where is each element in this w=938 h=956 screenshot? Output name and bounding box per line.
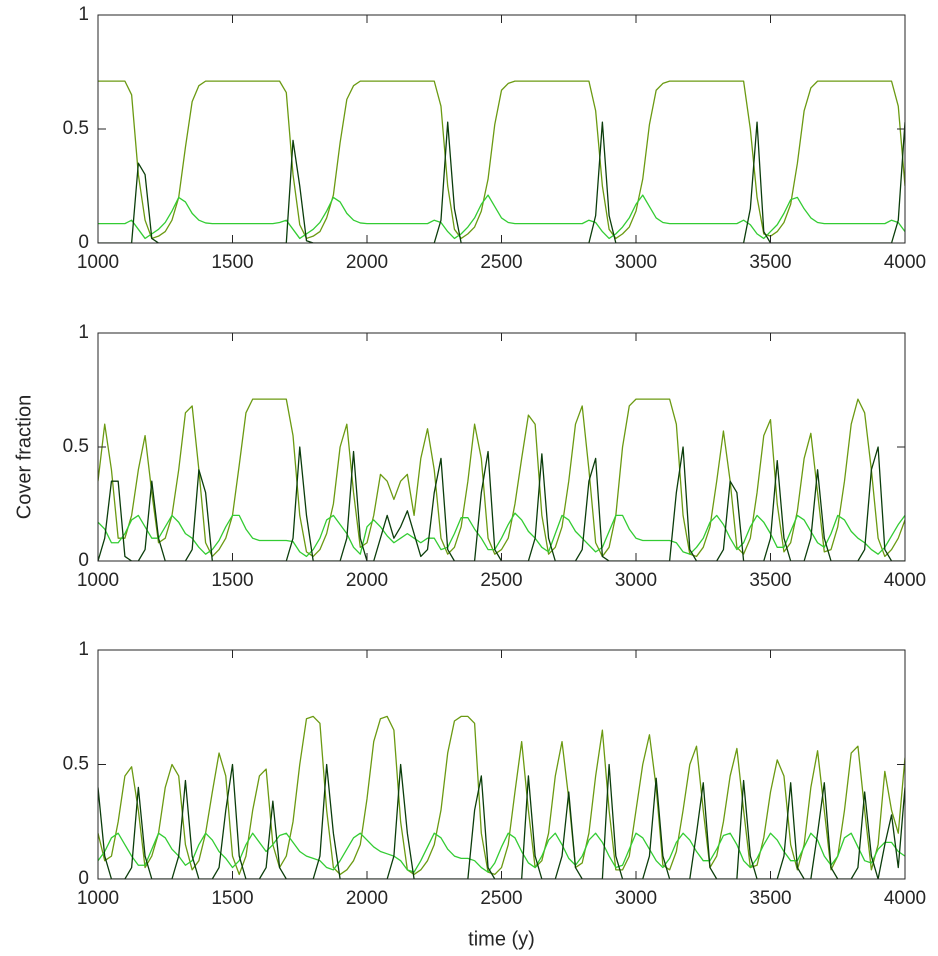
y-tick-label: 0.5	[63, 118, 89, 139]
series-line	[98, 832, 905, 873]
series-line	[98, 80, 905, 240]
series-line	[98, 121, 905, 243]
y-tick-label: 1	[78, 322, 89, 343]
x-tick-label: 4000	[884, 888, 926, 909]
x-tick-label: 2500	[480, 252, 522, 273]
x-tick-label: 2500	[480, 570, 522, 591]
y-tick-label: 0	[78, 232, 89, 253]
x-axis-label: time (y)	[468, 928, 535, 950]
x-tick-label: 1500	[211, 252, 253, 273]
subplot: 0 0.5 1 1000 1500 2000 2500 3000 3500 4000 Cover f…	[13, 322, 926, 591]
x-tick-label: 3000	[615, 252, 657, 273]
x-tick-label: 3500	[749, 570, 791, 591]
series-line	[98, 715, 905, 876]
x-tick-label: 2500	[480, 888, 522, 909]
x-tick-label: 1500	[211, 888, 253, 909]
x-tick-label: 2000	[346, 888, 388, 909]
x-tick-label: 1500	[211, 570, 253, 591]
x-tick-label: 1000	[77, 252, 119, 273]
x-tick-label: 4000	[884, 570, 926, 591]
x-tick-label: 4000	[884, 252, 926, 273]
axes-frame	[97, 14, 906, 244]
x-tick-label: 3500	[749, 252, 791, 273]
y-tick-label: 1	[78, 639, 89, 660]
y-tick-label: 0.5	[63, 436, 89, 457]
axes-frame	[97, 332, 906, 562]
x-tick-label: 3500	[749, 888, 791, 909]
x-tick-label: 2000	[346, 252, 388, 273]
y-axis-label: Cover fraction	[13, 395, 35, 520]
x-tick-label: 3000	[615, 570, 657, 591]
subplot: 0 0.5 1 1000 1500 2000 2500 3000 3500 4000	[63, 4, 927, 273]
axes-frame	[97, 649, 906, 880]
x-tick-label: 2000	[346, 570, 388, 591]
y-tick-label: 1	[78, 4, 89, 25]
subplot: 0 0.5 1 1000 1500 2000 2500 3000 3500 4000 time (y…	[63, 639, 927, 950]
x-tick-label: 1000	[77, 570, 119, 591]
series-line	[98, 194, 905, 240]
y-tick-label: 0.5	[63, 754, 89, 775]
series-line	[98, 446, 905, 561]
x-tick-label: 1000	[77, 888, 119, 909]
series-line	[98, 763, 905, 879]
x-tick-label: 3000	[615, 888, 657, 909]
y-tick-label: 0	[78, 868, 89, 889]
y-tick-label: 0	[78, 550, 89, 571]
